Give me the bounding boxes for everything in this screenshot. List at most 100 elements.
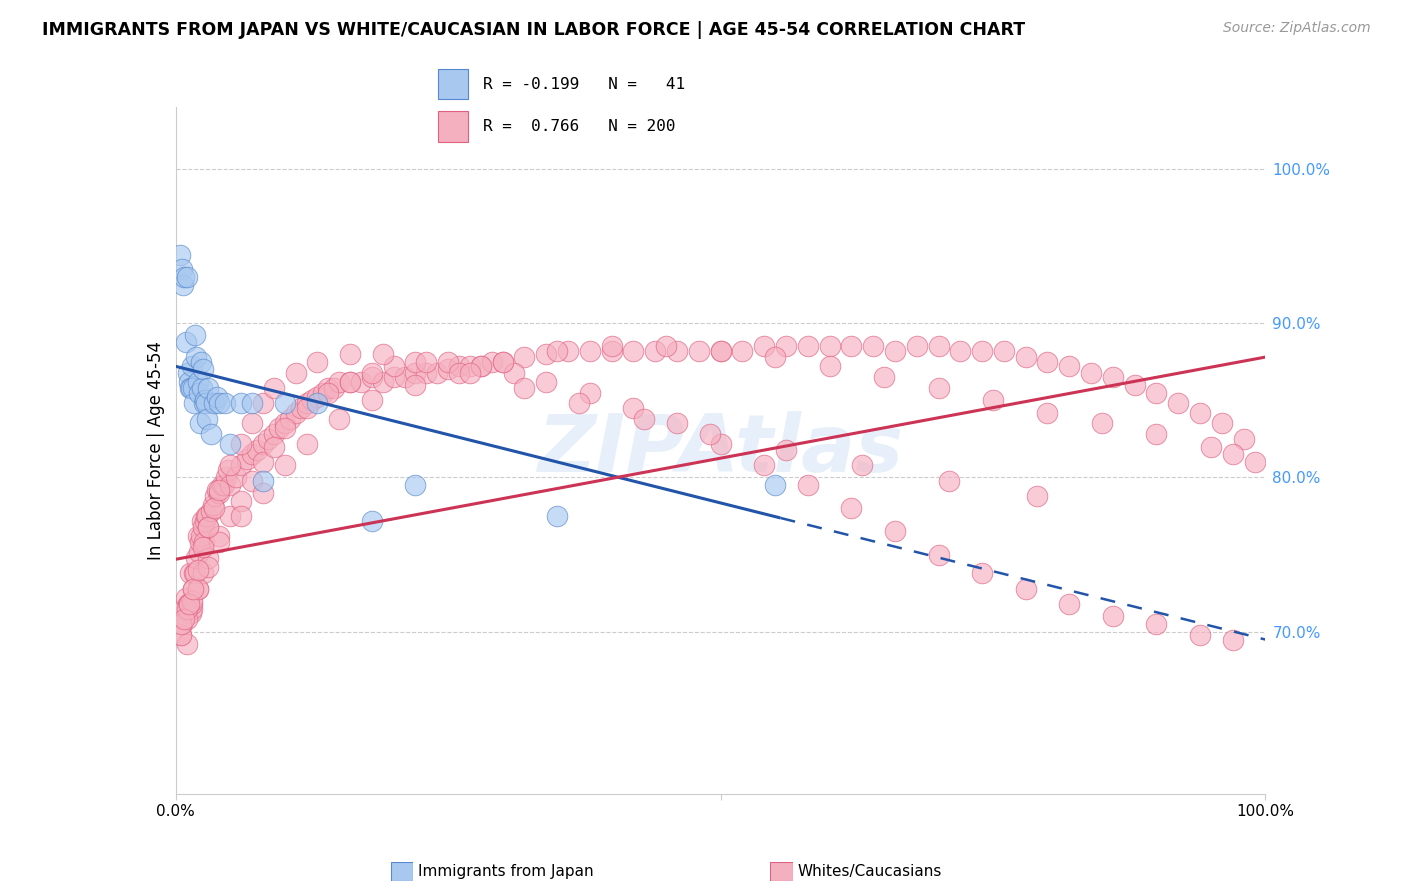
Point	[458, 359, 481, 374]
Point	[928, 339, 950, 353]
Point	[534, 347, 557, 361]
Point	[191, 520, 214, 534]
Point	[208, 535, 231, 549]
Point	[754, 339, 776, 353]
Point	[231, 458, 253, 472]
Point	[181, 359, 204, 374]
Point	[187, 385, 209, 400]
Point	[318, 385, 340, 400]
Point	[534, 375, 557, 389]
Point	[546, 343, 568, 358]
Point	[181, 582, 204, 596]
Point	[796, 339, 818, 353]
Point	[177, 597, 200, 611]
Point	[204, 489, 226, 503]
Point	[841, 501, 863, 516]
Point	[633, 412, 655, 426]
Point	[1123, 377, 1146, 392]
Point	[205, 483, 228, 497]
Point	[1057, 597, 1080, 611]
Point	[1222, 632, 1244, 647]
Point	[231, 509, 253, 524]
Point	[1102, 609, 1125, 624]
Point	[600, 339, 623, 353]
Point	[252, 455, 274, 469]
Point	[274, 396, 297, 410]
Point	[710, 343, 733, 358]
Point	[184, 566, 207, 581]
Point	[1091, 417, 1114, 431]
Point	[274, 421, 297, 435]
Point	[219, 436, 242, 450]
Point	[301, 393, 323, 408]
Point	[754, 458, 776, 472]
Point	[339, 347, 361, 361]
Text: Whites/Caucasians: Whites/Caucasians	[797, 864, 942, 879]
Point	[1025, 489, 1047, 503]
Point	[169, 248, 191, 262]
Bar	[437, 69, 468, 100]
Point	[818, 339, 841, 353]
Point	[219, 478, 242, 492]
Point	[195, 412, 218, 426]
Point	[200, 504, 222, 518]
Point	[186, 582, 209, 596]
Point	[181, 594, 204, 608]
Point	[928, 381, 950, 395]
Point	[180, 381, 202, 395]
Point	[666, 343, 689, 358]
Point	[197, 520, 219, 534]
Point	[731, 343, 754, 358]
Point	[1144, 617, 1167, 632]
Point	[763, 350, 786, 364]
Point	[240, 474, 263, 488]
Point	[307, 396, 329, 410]
Point	[502, 366, 524, 380]
Point	[177, 597, 200, 611]
Point	[170, 617, 193, 632]
Point	[426, 366, 449, 380]
Point	[862, 339, 884, 353]
Point	[360, 393, 382, 408]
Point	[688, 343, 710, 358]
Point	[710, 343, 733, 358]
Point	[180, 607, 202, 621]
Point	[176, 269, 198, 284]
Point	[186, 529, 209, 543]
Point	[219, 509, 242, 524]
Point	[197, 381, 219, 395]
Point	[176, 601, 198, 615]
Point	[382, 370, 405, 384]
Point	[818, 359, 841, 374]
Point	[644, 343, 666, 358]
Point	[172, 262, 194, 277]
Point	[981, 393, 1004, 408]
Point	[1232, 432, 1256, 446]
Point	[252, 436, 274, 450]
Point	[1080, 366, 1102, 380]
Point	[775, 339, 797, 353]
Point	[600, 343, 623, 358]
Point	[1144, 427, 1167, 442]
Point	[873, 370, 896, 384]
Point	[177, 375, 200, 389]
Point	[183, 566, 205, 581]
Point	[181, 381, 204, 395]
Point	[195, 509, 218, 524]
Point	[252, 486, 274, 500]
Point	[970, 566, 993, 581]
Point	[211, 478, 233, 492]
Point	[295, 436, 318, 450]
Point	[405, 478, 427, 492]
Point	[174, 591, 197, 605]
Point	[579, 343, 602, 358]
Point	[186, 350, 208, 364]
Point	[1211, 417, 1233, 431]
Point	[763, 478, 786, 492]
Point	[513, 381, 536, 395]
Point	[193, 396, 215, 410]
Point	[197, 520, 219, 534]
Point	[710, 436, 733, 450]
Point	[405, 377, 427, 392]
Point	[1015, 582, 1038, 596]
